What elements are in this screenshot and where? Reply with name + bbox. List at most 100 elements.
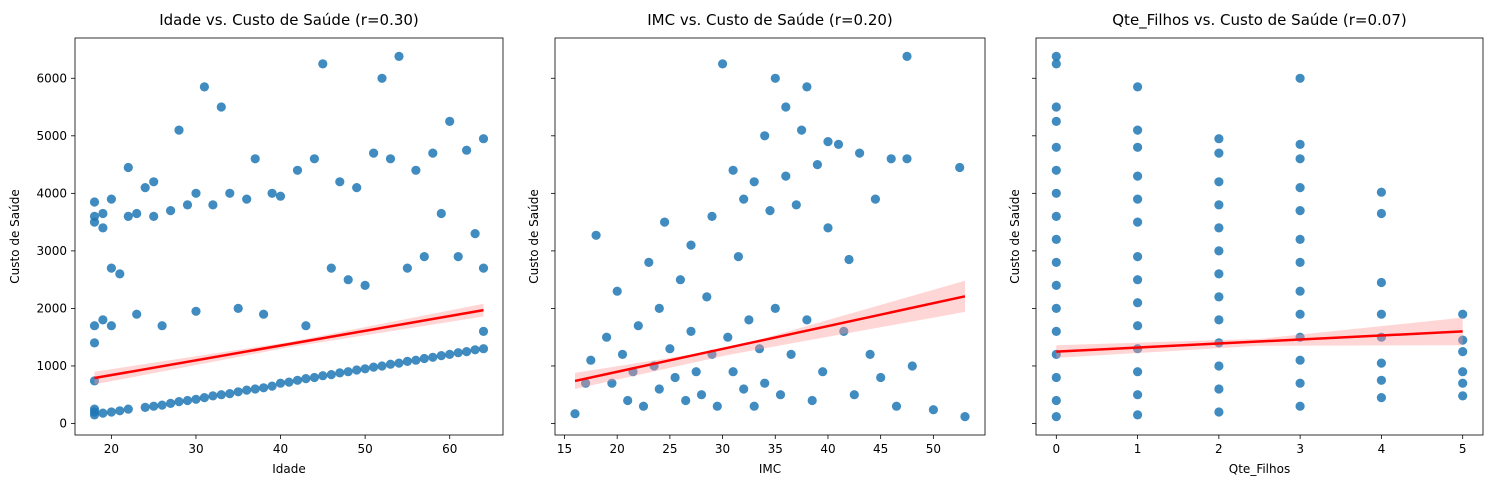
data-point [617, 349, 628, 359]
data-point [216, 390, 226, 400]
data-point [1214, 134, 1224, 144]
x-axis-label: Qte_Filhos [1229, 462, 1290, 476]
y-tick-label: 1000 [36, 359, 67, 373]
data-point [1295, 183, 1305, 193]
data-point [1133, 252, 1143, 262]
data-point [174, 125, 184, 135]
x-tick-label: 15 [557, 442, 572, 456]
data-point [360, 280, 370, 290]
data-point [728, 165, 738, 175]
data-point [106, 194, 116, 204]
data-point [723, 332, 733, 342]
confidence-band [575, 280, 965, 389]
data-point [586, 355, 596, 365]
data-point [760, 378, 770, 388]
data-point [453, 348, 463, 358]
data-point [360, 364, 370, 374]
data-point [478, 344, 489, 354]
data-point [1133, 410, 1143, 420]
data-point [1214, 177, 1224, 187]
chart-title: IMC vs. Custo de Saúde (r=0.20) [647, 11, 893, 29]
data-point [182, 395, 193, 406]
data-point [326, 370, 336, 380]
x-tick-label: 3 [1296, 442, 1304, 456]
y-axis-label: Custo de Saúde [8, 189, 22, 284]
data-point [1051, 102, 1061, 112]
data-point [770, 303, 780, 313]
data-point [157, 321, 167, 331]
data-point [1133, 275, 1143, 285]
data-point [123, 211, 133, 221]
data-point [89, 338, 100, 348]
data-point [98, 408, 108, 418]
data-point [242, 385, 252, 395]
data-point [233, 303, 243, 313]
data-point [394, 358, 404, 368]
data-point [106, 407, 116, 417]
x-tick-label: 20 [610, 442, 625, 456]
data-point [462, 347, 472, 357]
data-point [633, 321, 643, 331]
data-point [1295, 286, 1305, 296]
data-point [166, 206, 176, 216]
x-tick-label: 4 [1378, 442, 1386, 456]
regression-line [94, 308, 484, 380]
data-point [691, 367, 701, 377]
x-tick-label: 30 [188, 442, 203, 456]
data-point [1295, 206, 1305, 216]
data-point [1051, 372, 1061, 383]
y-tick-label: 5000 [36, 129, 67, 143]
data-point [749, 401, 759, 411]
y-tick-label: 3000 [36, 244, 67, 258]
data-point [849, 390, 859, 400]
y-tick-label: 0 [59, 416, 67, 430]
data-point [696, 390, 707, 400]
data-point [1051, 395, 1061, 406]
data-point [1376, 277, 1386, 288]
data-point [478, 263, 489, 273]
data-point [428, 352, 438, 362]
data-point [385, 359, 396, 369]
data-point [1376, 358, 1386, 368]
x-tick-label: 25 [662, 442, 677, 456]
x-tick-label: 30 [715, 442, 730, 456]
data-point [1458, 367, 1468, 377]
data-point [812, 160, 823, 170]
regression-line [1056, 330, 1463, 353]
data-point [739, 194, 749, 204]
data-point [1133, 217, 1143, 227]
data-point [802, 82, 812, 92]
data-point [242, 194, 252, 204]
data-point [1376, 375, 1386, 385]
data-point [1133, 367, 1143, 377]
data-point [259, 383, 269, 393]
data-point [797, 125, 807, 135]
data-point [377, 361, 387, 371]
data-point [174, 397, 184, 407]
data-point [149, 177, 159, 187]
x-tick-label: 20 [104, 442, 119, 456]
data-point [394, 51, 404, 62]
data-point [318, 371, 328, 381]
data-point [1214, 148, 1224, 158]
scatter-points [89, 51, 489, 420]
data-point [654, 384, 664, 394]
data-point [1133, 125, 1143, 135]
data-point [445, 349, 455, 359]
data-point [754, 344, 765, 354]
data-point [686, 326, 696, 336]
data-point [1051, 211, 1061, 221]
data-point [233, 387, 243, 397]
y-tick-label: 4000 [36, 186, 67, 200]
data-point [1295, 154, 1305, 164]
data-point [301, 321, 311, 331]
x-tick-label: 2 [1215, 442, 1223, 456]
data-point [654, 303, 664, 313]
data-point [419, 252, 429, 262]
y-tick-label: 6000 [36, 71, 67, 85]
data-point [712, 401, 722, 411]
data-point [1376, 393, 1386, 403]
data-point [581, 378, 591, 388]
data-point [402, 356, 412, 366]
data-point [644, 257, 654, 267]
